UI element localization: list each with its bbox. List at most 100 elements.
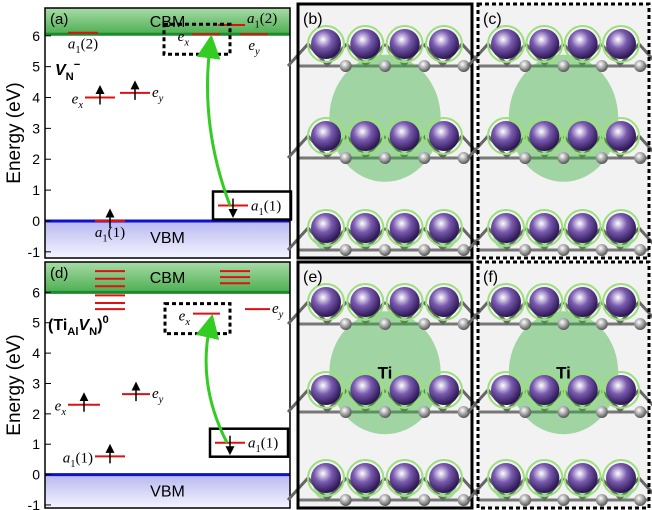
text-segment: Al	[67, 326, 78, 338]
y-tick-label: 0	[32, 467, 40, 483]
atom	[491, 213, 521, 243]
atom	[350, 287, 380, 317]
text-segment: a	[247, 11, 255, 27]
atom-small	[519, 318, 531, 330]
atom-small	[458, 60, 470, 72]
atom-small	[458, 494, 470, 506]
y-tick-label: 2	[32, 406, 40, 422]
atom-small	[340, 318, 352, 330]
level-label: ey	[152, 85, 164, 105]
text-segment: x	[183, 38, 189, 49]
text-segment: (1)	[108, 225, 126, 241]
text-segment: 0	[103, 314, 109, 326]
atom	[350, 213, 380, 243]
image-label: (b)	[303, 11, 323, 28]
atom	[491, 29, 521, 59]
image-label: (f)	[483, 269, 498, 286]
atom-small	[634, 244, 646, 256]
atom	[529, 121, 559, 151]
y-tick-label: -1	[28, 244, 41, 260]
atom	[491, 287, 521, 317]
atom-small	[558, 318, 570, 330]
atom-annotation: Ti	[556, 364, 571, 383]
y-tick-label: 1	[32, 182, 40, 198]
atom	[606, 213, 636, 243]
y-axis-label: Energy (eV)	[4, 82, 25, 183]
atom	[606, 287, 636, 317]
atom	[429, 463, 459, 493]
vbm-label: VBM	[150, 230, 185, 247]
atom-small	[340, 152, 352, 164]
atom-small	[519, 494, 531, 506]
atom-small	[596, 244, 608, 256]
atom	[350, 375, 380, 405]
defect-label: (TiAlVN)0	[48, 314, 109, 338]
y-tick-label: 2	[32, 151, 40, 167]
text-segment: a	[248, 436, 256, 452]
atom	[529, 29, 559, 59]
atom-small	[418, 406, 430, 418]
atom	[311, 121, 341, 151]
atom	[429, 29, 459, 59]
text-segment: N	[66, 71, 74, 83]
atom-small	[634, 406, 646, 418]
atom	[491, 375, 521, 405]
atom	[568, 29, 598, 59]
text-segment: N	[89, 326, 97, 338]
atom	[311, 29, 341, 59]
atom	[568, 287, 598, 317]
atom	[390, 463, 420, 493]
text-segment: x	[184, 317, 190, 328]
atom-small	[379, 318, 391, 330]
figure: CBMVBM-10123456Energy (eV)(a)VN−a1(2)exe…	[0, 0, 652, 510]
level-label: ex	[55, 399, 67, 419]
atom-small	[634, 60, 646, 72]
image-label: (e)	[303, 269, 323, 286]
vbm-label: VBM	[150, 484, 185, 501]
panel-label: (d)	[50, 265, 68, 282]
level-label: a1(1)	[63, 450, 93, 470]
atom	[311, 213, 341, 243]
level-label: ey	[152, 386, 164, 406]
atom-small	[596, 318, 608, 330]
orbital-image: (e)Ti	[288, 262, 482, 508]
y-tick-label: 5	[32, 59, 40, 75]
atom-small	[340, 406, 352, 418]
text-segment: (1)	[261, 436, 279, 452]
atom	[491, 121, 521, 151]
text-segment: y	[158, 395, 164, 406]
text-segment: y	[278, 310, 284, 321]
atom-small	[634, 318, 646, 330]
text-segment: (1)	[76, 450, 94, 466]
atom-small	[379, 494, 391, 506]
level-label: ex	[179, 309, 191, 329]
text-segment: a	[63, 450, 71, 466]
image-label: (c)	[483, 11, 502, 28]
atom	[529, 213, 559, 243]
atom-small	[458, 244, 470, 256]
atom-small	[418, 244, 430, 256]
atom	[568, 213, 598, 243]
plot-frame	[45, 262, 290, 508]
atom	[390, 29, 420, 59]
atom-small	[379, 60, 391, 72]
atom	[390, 375, 420, 405]
defect-label: VN−	[55, 59, 81, 83]
text-segment: (2)	[260, 11, 278, 27]
cbm-label: CBM	[150, 270, 186, 287]
text-segment: y	[158, 93, 164, 104]
atom-small	[558, 152, 570, 164]
y-tick-label: 3	[32, 120, 40, 136]
y-tick-label: 4	[32, 345, 40, 361]
panel-label: (a)	[50, 11, 68, 28]
atom-small	[519, 60, 531, 72]
y-axis-label: Energy (eV)	[4, 334, 25, 435]
atom-small	[418, 318, 430, 330]
atom	[429, 287, 459, 317]
atom	[606, 375, 636, 405]
text-segment: y	[254, 47, 260, 58]
text-segment: (1)	[264, 199, 282, 215]
y-tick-label: 5	[32, 315, 40, 331]
atom-small	[596, 60, 608, 72]
atom-small	[558, 60, 570, 72]
